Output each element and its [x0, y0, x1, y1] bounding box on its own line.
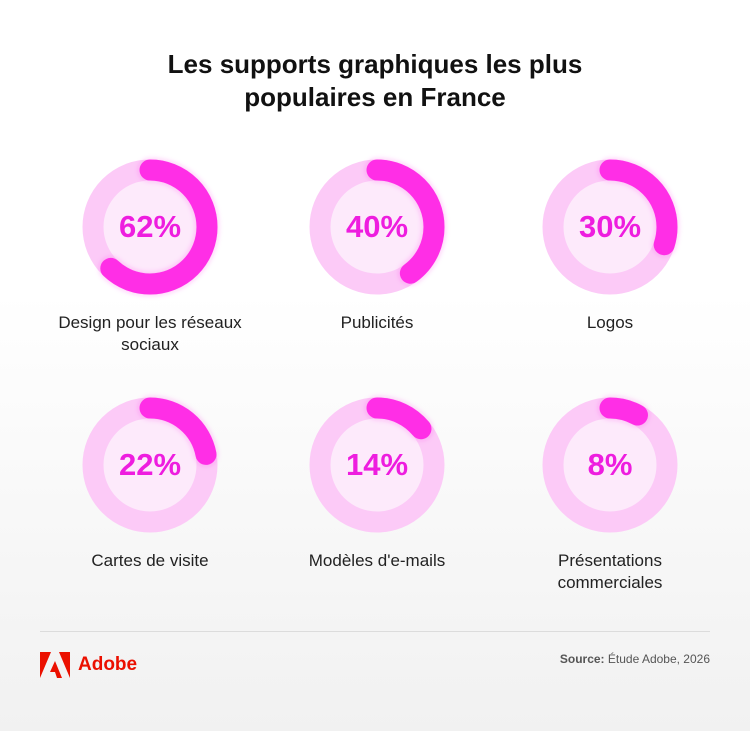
donut: 22%: [82, 397, 218, 533]
category-label: Publicités: [340, 313, 414, 332]
donut: 14%: [309, 397, 445, 533]
donut-cell: 8% Présentations commerciales: [500, 390, 720, 594]
donut: 8%: [542, 397, 678, 533]
category-label: Présentations commerciales: [557, 551, 663, 592]
donut: 62%: [82, 159, 218, 295]
value-label: 62%: [119, 209, 181, 244]
donut-cell: 14% Modèles d'e-mails: [267, 390, 487, 572]
donut-center: [562, 179, 658, 275]
adobe-icon: [40, 652, 70, 678]
donut: 30%: [542, 159, 678, 295]
category-label: Modèles d'e-mails: [308, 551, 446, 570]
donut-center: [329, 417, 425, 513]
donut-arc: [82, 159, 218, 295]
donut-center: [329, 179, 425, 275]
value-label: 22%: [119, 447, 181, 482]
category-label: Design pour les réseaux sociaux: [58, 313, 242, 354]
divider: [40, 631, 710, 632]
category-label: Cartes de visite: [91, 551, 209, 570]
donut-cell: 30% Logos: [500, 152, 720, 334]
source: Source: Étude Adobe, 2026: [560, 652, 710, 666]
donut: 40%: [309, 159, 445, 295]
value-label: 40%: [346, 209, 408, 244]
value-label: 14%: [346, 447, 408, 482]
donut-arc: [542, 397, 678, 533]
donut-arc: [309, 397, 445, 533]
donut-cell: 22% Cartes de visite: [40, 390, 260, 572]
donut-arc: [309, 159, 445, 295]
donut-center: [562, 417, 658, 513]
logo: Adobe: [40, 652, 137, 678]
donut-cell: 62% Design pour les réseaux sociaux: [40, 152, 260, 356]
brand: Adobe: [78, 654, 138, 675]
donut-center: [102, 417, 198, 513]
donut-arc: [542, 159, 678, 295]
value-label: 8%: [588, 447, 633, 482]
donut-arc: [82, 397, 218, 533]
chart-title: Les supports graphiques les plus populai…: [0, 48, 750, 114]
donut-cell: 40% Publicités: [267, 152, 487, 334]
title-text: Les supports graphiques les plus populai…: [167, 49, 583, 112]
category-label: Logos: [586, 313, 634, 332]
source-label: Source:: [559, 652, 605, 666]
source-text: Étude Adobe, 2026: [607, 652, 710, 666]
value-label: 30%: [579, 209, 641, 244]
donut-center: [102, 179, 198, 275]
